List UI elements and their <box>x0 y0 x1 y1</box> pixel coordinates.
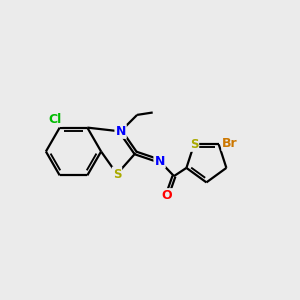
Text: N: N <box>116 125 126 138</box>
Text: N: N <box>154 154 165 168</box>
Text: S: S <box>190 138 198 151</box>
Text: Cl: Cl <box>49 113 62 126</box>
Text: O: O <box>162 189 172 202</box>
Text: S: S <box>113 167 121 181</box>
Text: Br: Br <box>222 137 238 150</box>
